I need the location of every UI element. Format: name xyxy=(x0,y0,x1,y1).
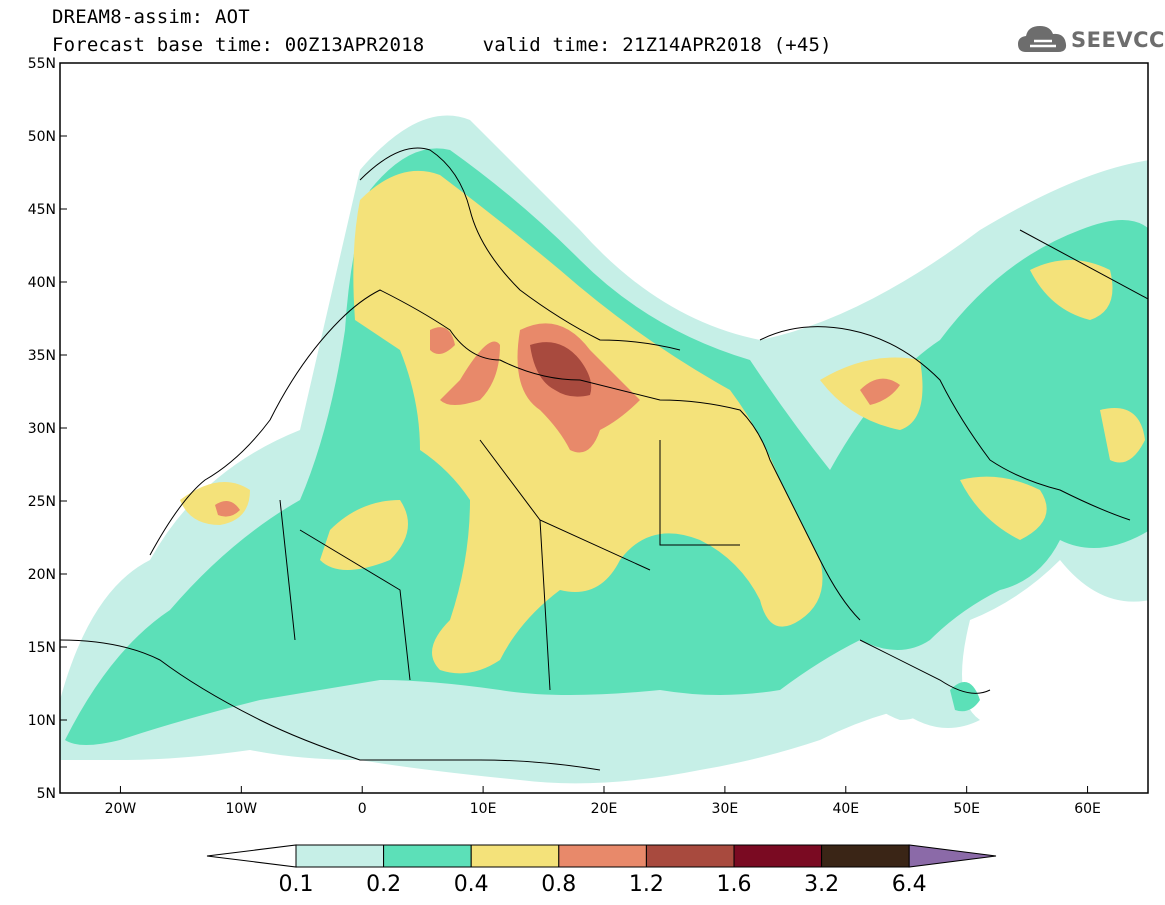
coastlines xyxy=(60,147,1148,771)
lat-tick-label: 50N xyxy=(28,129,56,145)
aot-level-1.2 xyxy=(530,342,592,397)
lat-tick-label: 20N xyxy=(28,567,56,583)
lon-tick-label: 10E xyxy=(470,801,497,817)
colorbar-over-arrow xyxy=(908,844,997,868)
logo-text: SEEVCCC xyxy=(1071,28,1165,52)
lon-tick-label: 0 xyxy=(358,801,367,817)
latitude-axis: 55N 50N 45N 40N 35N 30N 25N 20N 15N 10N 5N xyxy=(28,56,67,802)
colorbar-label: 0.1 xyxy=(279,872,314,897)
colorbar-bin xyxy=(821,844,910,868)
colorbar-label: 6.4 xyxy=(892,872,927,897)
colorbar-label: 0.8 xyxy=(541,872,576,897)
lon-tick-label: 50E xyxy=(953,801,980,817)
colorbar-bin xyxy=(383,844,472,868)
lon-tick-label: 40E xyxy=(832,801,859,817)
colorbar-bin xyxy=(470,844,560,868)
lat-tick-label: 15N xyxy=(28,640,56,656)
colorbar-under-arrow xyxy=(206,844,297,868)
colorbar-bin xyxy=(295,844,385,868)
aot-field xyxy=(60,115,1148,784)
colorbar-label: 1.6 xyxy=(717,872,752,897)
lat-tick-label: 35N xyxy=(28,348,56,364)
lon-tick-label: 20E xyxy=(591,801,618,817)
lat-tick-label: 10N xyxy=(28,713,56,729)
cloud-icon xyxy=(1018,26,1067,52)
colorbar-bin xyxy=(645,844,735,868)
forecast-time-subtitle: Forecast base time: 00Z13APR2018 valid t… xyxy=(52,34,832,56)
longitude-axis: 20W 10W 0 10E 20E 30E 40E 50E 60E xyxy=(105,786,1101,817)
lon-tick-label: 30E xyxy=(712,801,739,817)
colorbar-label: 0.2 xyxy=(366,872,401,897)
colorbar-bin xyxy=(733,844,823,868)
lat-tick-label: 5N xyxy=(37,786,56,802)
lon-tick-label: 60E xyxy=(1074,801,1101,817)
colorbar-label: 3.2 xyxy=(804,872,839,897)
lat-tick-label: 40N xyxy=(28,275,56,291)
lat-tick-label: 45N xyxy=(28,202,56,218)
colorbar-label: 1.2 xyxy=(629,872,664,897)
colorbar: 0.1 0.2 0.4 0.8 1.2 1.6 3.2 6.4 xyxy=(206,844,997,897)
colorbar-label: 0.4 xyxy=(454,872,489,897)
lon-tick-label: 10W xyxy=(225,801,257,817)
lat-tick-label: 55N xyxy=(28,56,56,72)
lon-tick-label: 20W xyxy=(105,801,137,817)
colorbar-bin xyxy=(558,844,647,868)
lat-tick-label: 30N xyxy=(28,421,56,437)
chart-title: DREAM8-assim: AOT xyxy=(52,6,250,28)
lat-tick-label: 25N xyxy=(28,494,56,510)
